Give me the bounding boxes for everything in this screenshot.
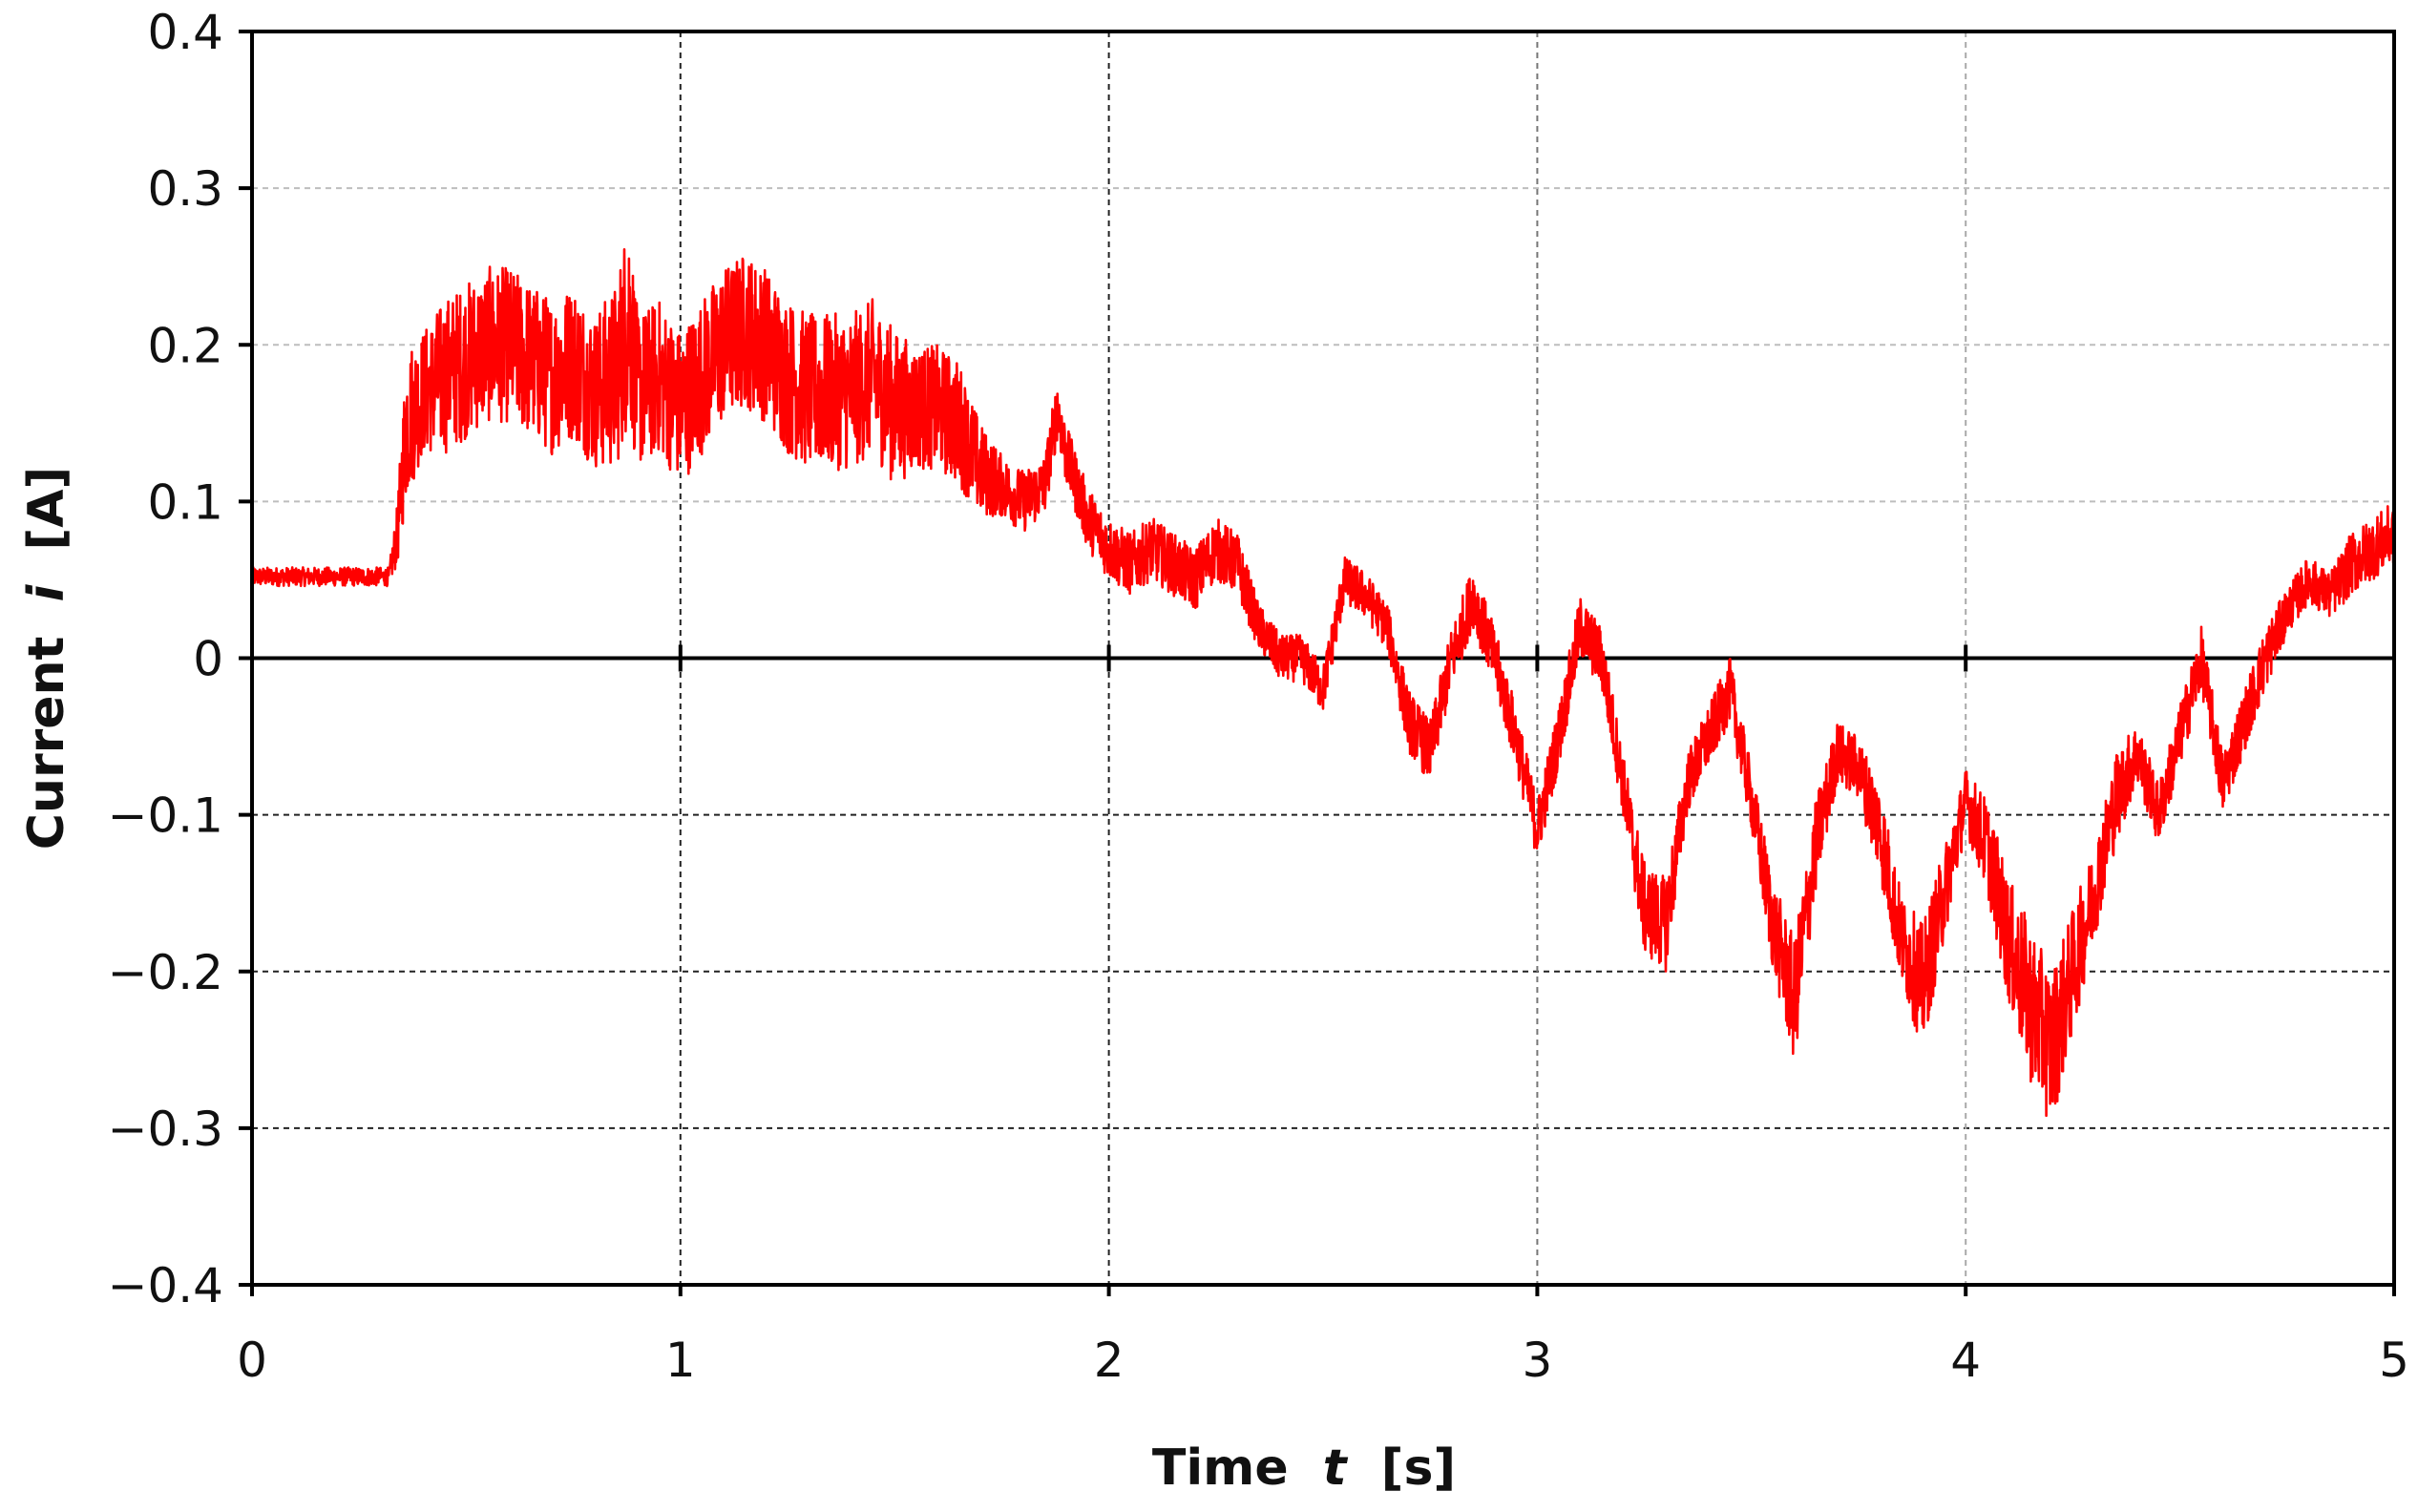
x-axis-title-variable: t (1323, 1439, 1349, 1497)
zero-axis-group (252, 644, 2396, 672)
x-axis-title: Time t [s] (1152, 1439, 1456, 1497)
y-axis-title-unit: [A] (18, 467, 75, 551)
y-axis-title-prefix: Current (18, 637, 75, 850)
y-tick-label: −0.2 (108, 945, 223, 1000)
x-tick-label: 3 (1522, 1333, 1552, 1388)
x-tick-label: 0 (237, 1333, 267, 1388)
current-trace-line (250, 248, 2396, 1118)
y-axis-title: Current i [A] (18, 467, 75, 850)
x-tick-label: 1 (665, 1333, 696, 1388)
y-tick-label: 0 (193, 632, 223, 687)
y-tick-label: −0.1 (108, 788, 223, 844)
x-axis-title-prefix: Time (1152, 1439, 1289, 1497)
series-group (250, 248, 2396, 1118)
y-tick-label: −0.3 (108, 1102, 223, 1157)
y-tick-label: 0.3 (147, 161, 223, 217)
y-axis-title-variable: i (18, 583, 75, 601)
y-tick-label: −0.4 (108, 1258, 223, 1313)
x-axis-title-unit: [s] (1381, 1439, 1456, 1497)
y-tick-label: 0.1 (147, 474, 223, 530)
x-tick-label: 5 (2379, 1333, 2409, 1388)
y-axis-ticks: 0.4 0.3 0.2 0.1 0 −0.1 −0.2 −0.3 −0.4 (108, 5, 252, 1313)
x-tick-label: 2 (1094, 1333, 1125, 1388)
y-tick-label: 0.2 (147, 318, 223, 373)
x-axis-ticks: 0 1 2 3 4 5 (237, 1285, 2409, 1388)
x-tick-label: 4 (1950, 1333, 1981, 1388)
y-tick-label: 0.4 (147, 5, 223, 60)
